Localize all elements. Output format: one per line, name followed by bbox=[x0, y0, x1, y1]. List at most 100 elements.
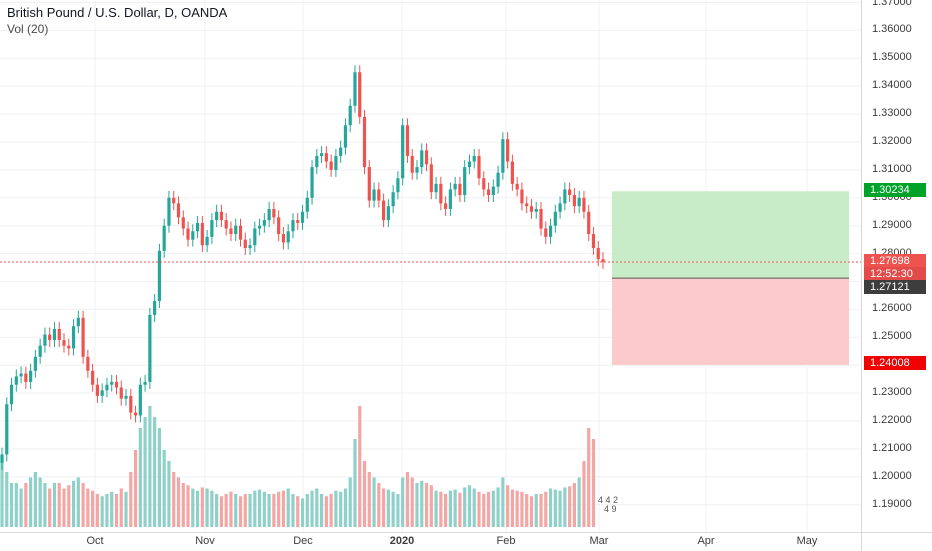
candle-body bbox=[43, 334, 47, 346]
symbol-title[interactable]: British Pound / U.S. Dollar, D, OANDA bbox=[7, 5, 228, 20]
volume-bar bbox=[71, 480, 76, 527]
price-tick-label: 1.25000 bbox=[872, 330, 912, 343]
candle-body bbox=[114, 381, 119, 388]
candle-body bbox=[572, 195, 576, 207]
candle-body bbox=[491, 186, 495, 196]
volume-bar bbox=[525, 494, 529, 527]
candle-body bbox=[48, 334, 52, 341]
candle-body bbox=[587, 211, 591, 235]
volume-indicator-label[interactable]: Vol (20) bbox=[7, 22, 49, 36]
candle-body bbox=[424, 150, 429, 165]
candle-body bbox=[229, 228, 233, 235]
volume-bar bbox=[372, 477, 376, 527]
candle-body bbox=[343, 125, 348, 148]
candle-body bbox=[453, 183, 457, 190]
volume-bar bbox=[300, 498, 305, 527]
price-tick-label: 1.34000 bbox=[872, 79, 912, 92]
candle-body bbox=[319, 153, 324, 156]
candle-body bbox=[458, 183, 462, 196]
volume-bar bbox=[86, 488, 90, 527]
candle-body bbox=[29, 370, 33, 382]
candle-body bbox=[172, 197, 176, 204]
volume-bar bbox=[62, 488, 66, 527]
volume-bar bbox=[553, 489, 557, 527]
volume-bar bbox=[520, 491, 524, 527]
volume-bar bbox=[5, 472, 9, 527]
time-tick-label: May bbox=[796, 535, 818, 547]
candle-body bbox=[248, 245, 252, 249]
volume-bar bbox=[315, 488, 319, 527]
candle-body bbox=[291, 220, 295, 232]
candle-body bbox=[601, 259, 605, 262]
loss-zone bbox=[612, 278, 849, 365]
candle-body bbox=[444, 203, 448, 209]
candle-body bbox=[353, 72, 357, 106]
price-tick-label: 1.32000 bbox=[872, 135, 912, 147]
volume-bar bbox=[472, 488, 476, 527]
time-tick-label: Dec bbox=[293, 535, 313, 547]
candle-body bbox=[515, 183, 519, 190]
volume-bar bbox=[420, 480, 424, 527]
volume-bar bbox=[453, 489, 457, 527]
candle-body bbox=[448, 189, 452, 209]
candle-body bbox=[348, 105, 352, 126]
price-chart[interactable] bbox=[0, 0, 861, 532]
candle-body bbox=[124, 395, 128, 399]
candle-body bbox=[563, 189, 567, 204]
candle-body bbox=[205, 236, 209, 246]
volume-bar bbox=[205, 488, 209, 527]
candle-body bbox=[52, 328, 57, 341]
candle-body bbox=[529, 206, 534, 212]
candle-body bbox=[200, 222, 204, 246]
volume-bar bbox=[362, 461, 367, 527]
candle-body bbox=[539, 208, 543, 229]
candle-body bbox=[405, 125, 410, 156]
volume-bar bbox=[310, 490, 314, 527]
volume-bar bbox=[334, 490, 338, 527]
candle-body bbox=[501, 139, 505, 173]
price-tick-label: 1.26000 bbox=[872, 302, 912, 315]
candle-body bbox=[281, 234, 286, 243]
volume-bar bbox=[291, 494, 295, 527]
candle-body bbox=[253, 228, 257, 246]
candle-body bbox=[591, 234, 596, 249]
stop-loss-price-tag: 1.24008 bbox=[864, 356, 926, 370]
profit-zone bbox=[612, 191, 849, 279]
candle-body bbox=[386, 206, 390, 221]
volume-bar bbox=[210, 490, 214, 527]
volume-bar bbox=[348, 477, 352, 527]
candle-body bbox=[234, 225, 238, 235]
volume-bar bbox=[24, 483, 28, 527]
candle-body bbox=[296, 220, 300, 223]
volume-bar bbox=[396, 494, 400, 527]
volume-bar bbox=[272, 494, 276, 527]
candle-body bbox=[415, 167, 419, 173]
candle-body bbox=[86, 356, 90, 371]
volume-bar bbox=[215, 494, 219, 527]
volume-bar bbox=[444, 494, 448, 527]
volume-bar bbox=[253, 490, 257, 527]
candle-body bbox=[334, 155, 338, 170]
candle-body bbox=[81, 317, 85, 357]
time-scale[interactable]: Oct Nov Dec 2020 Feb Mar Apr May bbox=[0, 532, 861, 551]
volume-bar bbox=[386, 489, 390, 527]
volume-bar bbox=[119, 488, 123, 527]
candle-body bbox=[472, 155, 476, 162]
volume-bar bbox=[267, 494, 271, 527]
volume-bar bbox=[234, 494, 238, 527]
candle-body bbox=[568, 189, 572, 196]
candle-body bbox=[9, 384, 14, 405]
candle-body bbox=[143, 381, 147, 385]
candle-body bbox=[534, 208, 538, 212]
candle-body bbox=[0, 454, 4, 463]
candle-body bbox=[243, 239, 247, 249]
volume-bar bbox=[153, 417, 157, 527]
candle-body bbox=[496, 172, 500, 187]
volume-bar bbox=[358, 406, 362, 527]
candle-body bbox=[382, 200, 386, 221]
candle-body bbox=[91, 370, 95, 385]
time-tick-label: 2020 bbox=[389, 535, 415, 547]
candle-body bbox=[367, 167, 371, 201]
volume-bar bbox=[48, 488, 52, 527]
